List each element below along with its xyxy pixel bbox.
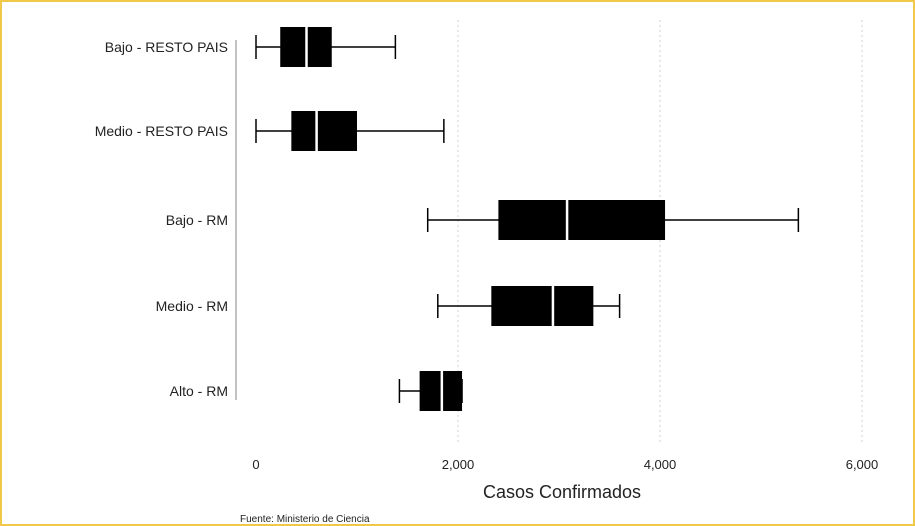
x-tick-label: 2,000 [442, 457, 475, 472]
category-label: Medio - RM [156, 298, 228, 314]
box [498, 200, 666, 240]
category-label: Bajo - RM [166, 212, 228, 228]
box-group [255, 27, 397, 67]
x-tick-label: 4,000 [644, 457, 677, 472]
x-axis-title: Casos Confirmados [483, 482, 641, 502]
category-label: Alto - RM [170, 383, 228, 399]
box [491, 286, 594, 326]
box-group [255, 111, 445, 151]
category-label: Medio - RESTO PAIS [95, 123, 228, 139]
x-tick-label: 6,000 [846, 457, 879, 472]
category-labels: Bajo - RESTO PAIS Medio - RESTO PAIS Bajo … [95, 39, 228, 399]
source-note: Fuente: Ministerio de Ciencia [240, 514, 370, 525]
box-group [426, 200, 800, 240]
box [291, 111, 357, 151]
category-label: Bajo - RESTO PAIS [105, 39, 228, 55]
box-group [398, 371, 463, 411]
box-group [437, 286, 621, 326]
boxes [255, 27, 800, 411]
x-tick-label: 0 [252, 457, 259, 472]
x-tick-labels: 0 2,000 4,000 6,000 [252, 457, 878, 472]
